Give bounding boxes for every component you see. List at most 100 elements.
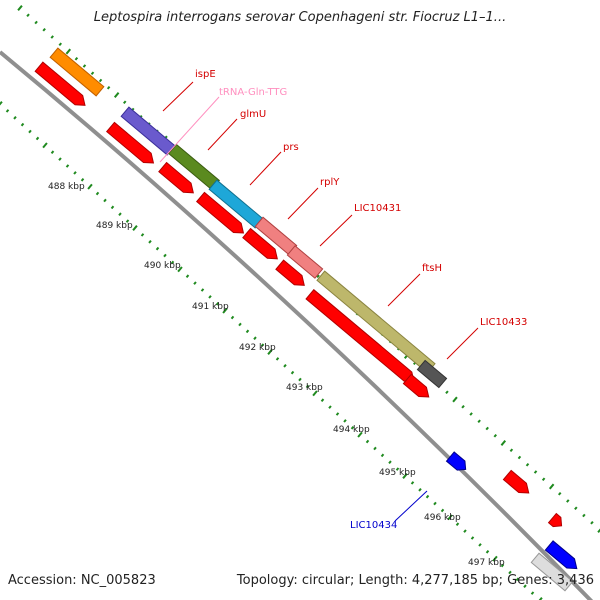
cds-arrows	[34, 61, 566, 531]
genome-backbone	[0, 50, 594, 600]
inner-tick-dot	[350, 425, 355, 430]
kbp-label: 493 kbp	[286, 383, 323, 393]
inner-tick-dot	[140, 233, 145, 237]
gene-label-ispE[interactable]: ispE	[195, 69, 216, 80]
inner-tick-dot	[200, 288, 205, 292]
outer-tick-dot	[42, 27, 46, 32]
inner-tick-dot	[103, 198, 107, 203]
inner-tick-dot	[410, 481, 415, 485]
gene-label-LIC10434[interactable]: LIC10434	[350, 520, 397, 531]
inner-tick-dot	[335, 412, 340, 416]
cds-arrow-ispE[interactable]	[34, 61, 89, 110]
inner-tick-dot	[42, 142, 48, 149]
inner-tick-dot	[485, 549, 490, 554]
outer-tick-dot	[98, 78, 103, 83]
outer-tick-dot	[557, 491, 562, 496]
inner-tick-dot	[148, 239, 152, 244]
outer-tick-dot	[477, 419, 481, 424]
feature-ftsH-band[interactable]	[286, 245, 324, 279]
inner-tick-dot	[365, 439, 370, 444]
inner-tick-dot	[373, 446, 377, 451]
kbp-label: 491 kbp	[192, 302, 229, 312]
cds-arrow-blue-b[interactable]	[544, 540, 580, 573]
inner-tick-dot	[65, 164, 70, 168]
inner-tick-dot	[492, 555, 498, 562]
inner-tick-dot	[343, 419, 347, 423]
inner-tick-dot	[95, 191, 100, 196]
gene-label-ftsH[interactable]: ftsH	[422, 263, 442, 274]
outer-tick-dot	[461, 404, 465, 409]
outer-tick-dot	[582, 513, 586, 518]
outer-tick-dot	[493, 433, 498, 438]
inner-tick-dot	[185, 274, 190, 279]
inner-tick-dot	[328, 405, 332, 409]
inner-tick-dot	[20, 122, 25, 127]
inner-tick-dot	[447, 514, 453, 521]
inner-tick-dot	[298, 377, 302, 382]
inner-tick-dot	[478, 543, 482, 547]
outer-tick-dot	[509, 448, 514, 453]
cds-arrow-small-a[interactable]	[402, 373, 432, 401]
outer-tick-dot	[113, 92, 120, 98]
inner-tick-dot	[155, 246, 160, 251]
inner-tick-dot	[508, 570, 512, 575]
cds-arrow-LIC10431[interactable]	[242, 227, 281, 264]
outer-tick-dot	[17, 5, 23, 11]
inner-tick-dot	[388, 460, 392, 465]
inner-tick-dot	[87, 183, 93, 190]
cds-arrow-rplY[interactable]	[195, 191, 248, 237]
kbp-label: 496 kbp	[424, 513, 461, 523]
feature-ispE-band[interactable]	[49, 47, 105, 97]
gene-label-LIC10433[interactable]: LIC10433	[480, 317, 527, 328]
inner-tick-dot	[515, 577, 520, 582]
gene-labels: ispE tRNA-Gln-TTG glmU prs rplY LIC10431…	[195, 69, 527, 531]
inner-tick-dot	[380, 453, 385, 458]
inner-tick-dot	[170, 260, 175, 265]
cds-arrow-outer-b[interactable]	[547, 512, 566, 531]
outer-tick-dot	[106, 85, 111, 90]
outer-tick-dot	[445, 390, 449, 395]
outer-tick-dot	[316, 274, 320, 279]
gene-label-prs[interactable]: prs	[283, 142, 299, 153]
kbp-label: 489 kbp	[96, 221, 133, 231]
cds-arrow-prs[interactable]	[158, 161, 197, 198]
inner-tick-dot	[5, 109, 10, 113]
inner-tick-dot	[163, 253, 167, 258]
outer-tick-dot	[469, 412, 473, 416]
outer-tick-dot	[533, 470, 538, 474]
gene-label-rplY[interactable]: rplY	[320, 177, 340, 188]
cds-arrow-outer-a[interactable]	[502, 469, 532, 497]
inner-tick-dot	[470, 536, 475, 540]
outer-tick-dot	[485, 426, 489, 431]
inner-tick-dot	[402, 473, 408, 479]
feature-grey-band[interactable]	[416, 359, 448, 389]
outer-tick-dot	[500, 440, 507, 446]
cds-arrow-ftsH[interactable]	[275, 259, 308, 290]
cds-arrow-LIC10434[interactable]	[445, 451, 469, 474]
inner-tick-dot	[523, 584, 527, 589]
inner-tick-dot	[320, 398, 325, 403]
gene-label-glmU[interactable]: glmU	[240, 109, 266, 120]
kbp-label: 495 kbp	[379, 468, 416, 478]
gene-label-LIC10431[interactable]: LIC10431	[354, 203, 401, 214]
cds-arrow-glmU[interactable]	[105, 121, 158, 167]
outer-tick-dot	[574, 506, 578, 511]
inner-tick-dot	[177, 266, 183, 273]
inner-tick-dot	[208, 295, 212, 299]
inner-tick-dot	[305, 384, 310, 389]
inner-tick-dot	[267, 349, 273, 355]
inner-tick-dot	[245, 329, 250, 334]
inner-tick-dot	[50, 150, 55, 155]
inner-tick-dot	[28, 129, 32, 134]
inner-tick-dot	[312, 390, 318, 397]
inner-tick-dot	[215, 301, 220, 306]
inner-tick-dot	[193, 281, 197, 285]
feature-grey-white-band[interactable]	[530, 552, 574, 592]
outer-tick-dot	[525, 462, 530, 467]
outer-tick-dot	[34, 20, 38, 25]
inner-tick-dot	[0, 101, 3, 107]
gene-label-tRNA-Gln-TTG[interactable]: tRNA-Gln-TTG	[219, 87, 287, 98]
inner-tick-dot	[455, 522, 460, 527]
outer-tick-dot	[597, 527, 600, 533]
